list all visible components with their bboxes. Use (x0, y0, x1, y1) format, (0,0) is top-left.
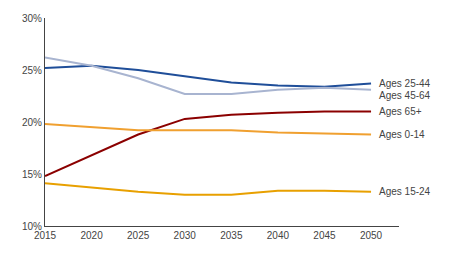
svg-text:2050: 2050 (360, 230, 383, 241)
svg-text:15%: 15% (22, 169, 42, 180)
svg-text:20%: 20% (22, 117, 42, 128)
svg-text:Ages 0-14: Ages 0-14 (379, 129, 425, 140)
svg-text:Ages 65+: Ages 65+ (379, 106, 422, 117)
svg-text:10%: 10% (22, 221, 42, 232)
svg-text:2045: 2045 (313, 230, 336, 241)
svg-text:2035: 2035 (220, 230, 243, 241)
svg-text:30%: 30% (22, 13, 42, 24)
svg-text:2025: 2025 (127, 230, 150, 241)
svg-text:25%: 25% (22, 65, 42, 76)
svg-text:2020: 2020 (80, 230, 103, 241)
svg-text:2015: 2015 (34, 230, 57, 241)
svg-text:2040: 2040 (267, 230, 290, 241)
svg-text:Ages 45-64: Ages 45-64 (379, 90, 431, 101)
svg-text:Ages 25-44: Ages 25-44 (379, 78, 431, 89)
svg-text:2030: 2030 (174, 230, 197, 241)
svg-text:Ages 15-24: Ages 15-24 (379, 186, 431, 197)
